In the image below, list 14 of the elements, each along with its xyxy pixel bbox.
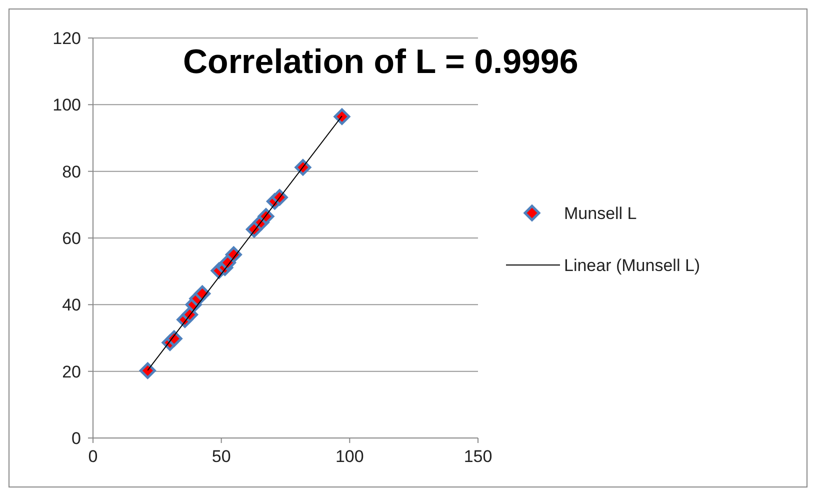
x-tick-label: 150 [464,447,492,466]
chart-title: Correlation of L = 0.9996 [183,43,578,81]
x-tick-label: 50 [212,447,231,466]
y-tick-label: 60 [62,229,81,248]
x-tick-label: 100 [335,447,364,466]
y-tick-label: 120 [52,29,81,48]
y-tick-label: 100 [52,96,81,115]
y-tick-label: 0 [72,429,81,448]
legend-label: Munsell L [564,204,637,223]
y-tick-label: 20 [62,362,81,382]
y-tick-label: 80 [62,162,81,182]
legend-label: Linear (Munsell L) [564,256,700,275]
y-tick-label: 40 [62,296,81,315]
x-tick-label: 0 [88,447,98,466]
